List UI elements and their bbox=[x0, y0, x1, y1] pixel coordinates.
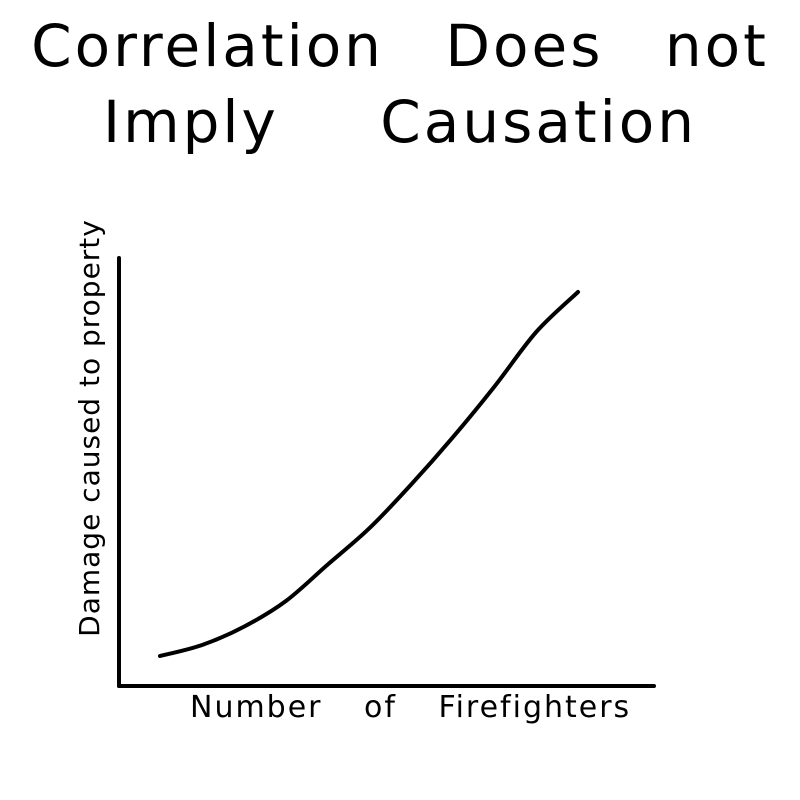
y-axis-label: Damage caused to property bbox=[73, 219, 106, 637]
series-line-0 bbox=[158, 290, 580, 658]
chart-title: Correlation Does not Imply Causation bbox=[0, 8, 800, 160]
chart-title-line-2: Imply Causation bbox=[103, 88, 697, 156]
series-layer bbox=[158, 290, 580, 658]
x-axis-label: Number of Firefighters bbox=[190, 690, 632, 725]
chart-title-line-1: Correlation Does not bbox=[31, 12, 769, 80]
